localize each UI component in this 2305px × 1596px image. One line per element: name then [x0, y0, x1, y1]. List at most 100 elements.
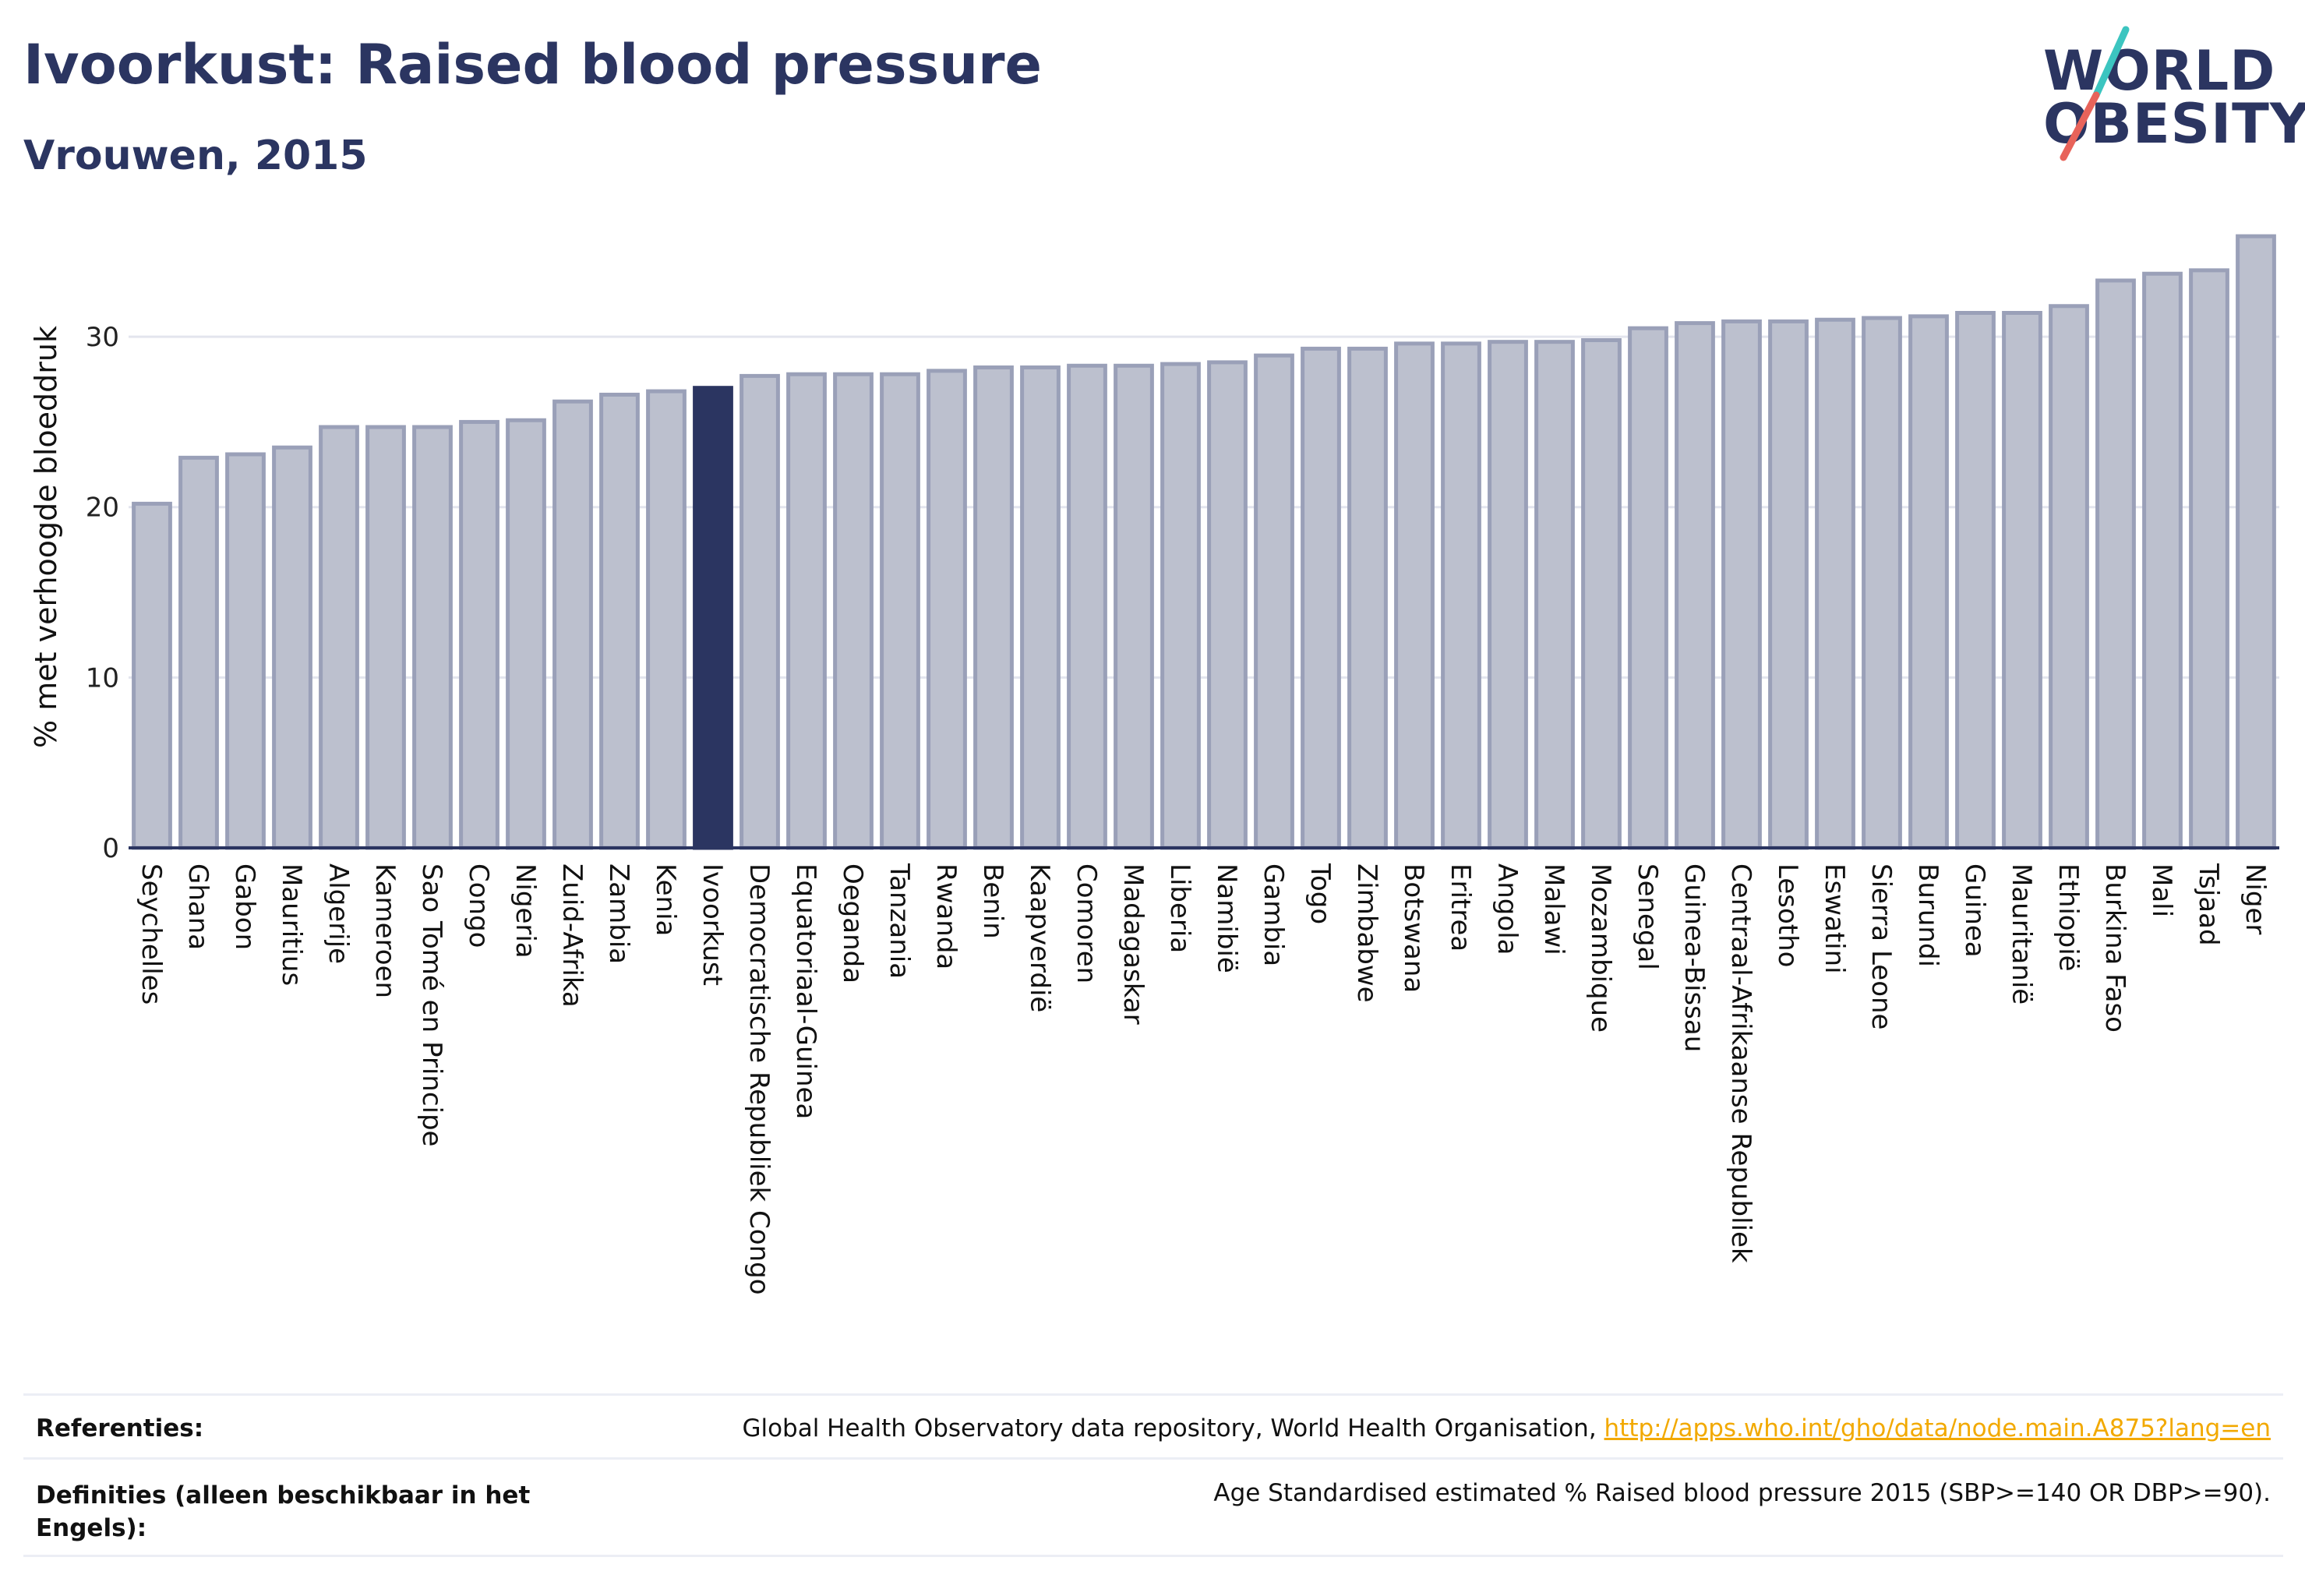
bar: [2002, 311, 2042, 850]
bar: [552, 399, 593, 850]
references-link[interactable]: http://apps.who.int/gho/data/node.main.A…: [1604, 1414, 2271, 1442]
x-tick-label: Congo: [463, 863, 494, 948]
x-tick-label: Nigeria: [510, 863, 541, 959]
chart-axes: 0 10 20 30 Seychelles Ghana Gabon Mauritius Alge…: [86, 322, 2279, 1295]
x-tick-label: Gambia: [1258, 863, 1289, 966]
y-tick-label: 20: [86, 493, 119, 524]
bar: [2236, 234, 2276, 850]
bar: [1394, 341, 1435, 850]
footer-divider-top: [23, 1393, 2283, 1396]
bar: [319, 425, 359, 850]
chart-bars: [132, 234, 2276, 850]
x-tick-label: Niger: [2240, 863, 2271, 934]
x-tick-label: Burundi: [1912, 863, 1943, 967]
x-tick-label: Zimbabwe: [1351, 863, 1382, 1003]
bar: [1581, 337, 1622, 850]
bar: [2049, 304, 2089, 850]
x-tick-label: Comoren: [1071, 863, 1102, 983]
x-tick-label: Guinea: [1959, 863, 1990, 958]
bar: [1955, 311, 1996, 850]
bar: [973, 365, 1014, 850]
bar: [880, 372, 920, 850]
bar: [1815, 317, 1855, 850]
bar: [459, 419, 499, 850]
bar: [740, 373, 780, 850]
bar: [1207, 360, 1248, 850]
x-tick-label: Liberia: [1164, 863, 1195, 953]
bar: [1067, 363, 1107, 850]
bar: [1488, 340, 1528, 850]
x-tick-label: Mozambique: [1585, 863, 1616, 1033]
y-tick-label: 30: [86, 322, 119, 353]
references-text: Global Health Observatory data repositor…: [742, 1414, 2271, 1442]
x-tick-label: Ghana: [182, 863, 214, 950]
x-tick-label: Sao Tomé en Principe: [416, 863, 447, 1146]
x-tick-label: Ivoorkust: [697, 863, 728, 986]
x-tick-label: Burkina Faso: [2099, 863, 2130, 1033]
bar: [2189, 268, 2229, 850]
bar: [1534, 340, 1575, 850]
logo-line1: WORLD: [2043, 39, 2276, 103]
bar: [2142, 271, 2183, 850]
bar: [1254, 353, 1294, 850]
x-tick-label: Mauritius: [276, 863, 307, 986]
x-tick-label: Angola: [1491, 863, 1523, 955]
bar-highlight: [693, 386, 733, 850]
bar: [506, 418, 546, 850]
bar: [1768, 319, 1809, 850]
bar: [365, 425, 406, 850]
x-tick-label: Botswana: [1398, 863, 1429, 993]
bar: [178, 455, 219, 850]
definitions-text: Age Standardised estimated % Raised bloo…: [1213, 1479, 2271, 1507]
page-subtitle: Vrouwen, 2015: [23, 132, 368, 179]
x-tick-label: Equatoriaal-Guinea: [790, 863, 821, 1119]
bar: [1114, 363, 1154, 850]
bar: [646, 389, 687, 850]
x-tick-label: Senegal: [1632, 863, 1663, 970]
bar: [1347, 346, 1388, 850]
bar: [927, 369, 967, 850]
bar: [412, 425, 453, 850]
definitions-label: Definities (alleen beschikbaar in het En…: [36, 1481, 531, 1542]
x-tick-label: Centraal-Afrikaanse Republiek: [1725, 863, 1756, 1263]
x-tick-label: Zambia: [603, 863, 634, 964]
y-tick-label: 0: [102, 833, 119, 864]
bar: [1441, 341, 1481, 850]
references-source: Global Health Observatory data repositor…: [742, 1414, 1597, 1442]
x-tick-label: Kenia: [650, 863, 681, 936]
bar: [1020, 365, 1061, 850]
x-tick-label: Kaapverdië: [1024, 863, 1055, 1012]
bar: [225, 452, 266, 850]
references-label: Referenties:: [36, 1414, 204, 1442]
footer-divider-middle: [23, 1457, 2283, 1460]
y-tick-label: 10: [86, 662, 119, 694]
bar: [833, 372, 874, 850]
x-tick-label: Mauritanië: [2006, 863, 2037, 1005]
x-tick-label: Tanzania: [884, 863, 915, 979]
x-tick-label: Rwanda: [930, 863, 962, 969]
page-title: Ivoorkust: Raised blood pressure: [23, 33, 1043, 97]
y-axis-label: % met verhoogde bloeddruk: [29, 326, 63, 748]
x-tick-label: Namibië: [1211, 863, 1242, 973]
x-tick-label: Kameroen: [369, 863, 401, 998]
logo-slash-icon: [2060, 26, 2130, 161]
bar: [1862, 316, 1902, 850]
bar: [1675, 321, 1715, 850]
x-tick-label: Guinea-Bissau: [1678, 863, 1710, 1052]
x-tick-label: Algerije: [323, 863, 354, 964]
x-tick-label: Benin: [977, 863, 1008, 939]
footer-divider-bottom: [23, 1555, 2283, 1557]
bar: [2095, 278, 2136, 850]
x-tick-label: Eritrea: [1445, 863, 1476, 952]
x-tick-label: Tsjaad: [2193, 863, 2224, 946]
x-tick-label: Togo: [1304, 863, 1336, 924]
logo-line2: OBESITY: [2043, 92, 2305, 156]
x-tick-label: Democratische Republiek Congo: [743, 863, 775, 1295]
x-tick-label: Seychelles: [136, 863, 167, 1005]
x-tick-label: Lesotho: [1772, 863, 1803, 967]
bar: [786, 372, 827, 850]
x-tick-label: Sierra Leone: [1866, 863, 1897, 1029]
bar: [132, 501, 172, 850]
x-tick-label: Gabon: [229, 863, 260, 950]
bar: [1628, 326, 1668, 850]
